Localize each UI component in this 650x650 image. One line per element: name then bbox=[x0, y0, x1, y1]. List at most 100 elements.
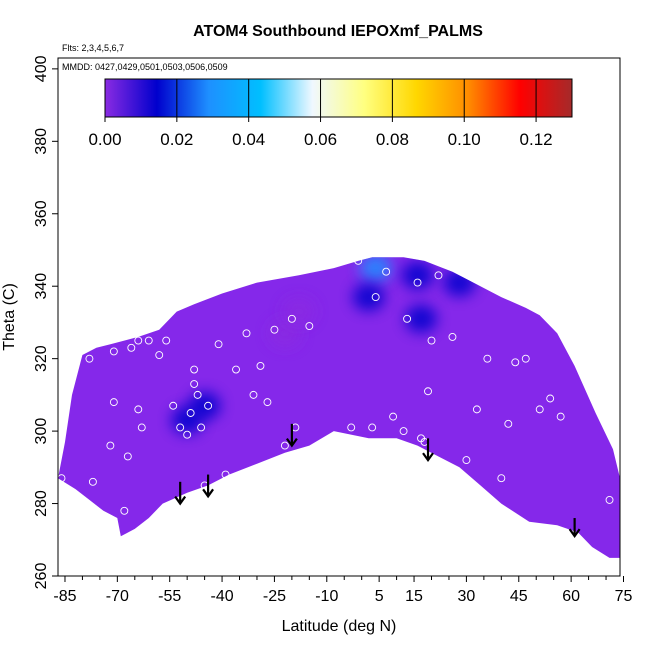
x-tick-label: -10 bbox=[315, 588, 338, 605]
sample-point bbox=[58, 474, 66, 483]
x-tick-label: -25 bbox=[263, 588, 286, 605]
sample-point bbox=[204, 401, 213, 410]
sample-point bbox=[109, 347, 118, 356]
high-region bbox=[268, 319, 301, 348]
colorbar: MMDD: 0427,0429,0501,0503,0506,0509 0.00… bbox=[60, 59, 573, 149]
sample-point bbox=[413, 278, 422, 287]
x-tick-label: 5 bbox=[375, 588, 384, 605]
sample-point bbox=[137, 423, 146, 432]
sample-point bbox=[347, 423, 356, 432]
sample-point bbox=[127, 329, 136, 338]
sample-point bbox=[186, 409, 195, 417]
colorbar-tick-label: 0.08 bbox=[376, 130, 409, 149]
high-region bbox=[401, 261, 434, 290]
colorbar-gradient bbox=[104, 78, 573, 118]
sample-point bbox=[256, 361, 265, 370]
x-tick-label: -40 bbox=[210, 588, 233, 605]
sample-point bbox=[521, 354, 530, 363]
x-tick-label: 60 bbox=[562, 588, 580, 605]
sample-point bbox=[354, 256, 363, 265]
sample-point bbox=[305, 322, 314, 331]
y-tick-label: 380 bbox=[33, 128, 50, 155]
sample-point bbox=[242, 329, 251, 338]
sample-point bbox=[504, 419, 513, 428]
sample-point bbox=[162, 336, 171, 345]
sample-point bbox=[106, 441, 115, 450]
descent-arrow bbox=[422, 438, 434, 462]
sample-point bbox=[368, 423, 377, 432]
sample-point bbox=[232, 365, 240, 374]
sample-point bbox=[176, 423, 185, 432]
x-tick-label: -70 bbox=[106, 588, 129, 605]
y-tick-label: 280 bbox=[33, 490, 50, 517]
sample-point bbox=[511, 358, 520, 367]
x-tick-label: 45 bbox=[510, 588, 528, 605]
dates-note: MMDD: 0427,0429,0501,0503,0506,0509 bbox=[62, 62, 228, 72]
sample-point bbox=[249, 390, 258, 399]
sample-point bbox=[518, 524, 527, 533]
sample-point bbox=[434, 271, 443, 280]
sample-point bbox=[399, 427, 408, 436]
y-tick-label: 400 bbox=[33, 55, 50, 82]
colorbar-tick-label: 0.10 bbox=[448, 130, 481, 149]
sample-point bbox=[190, 365, 199, 374]
sample-point bbox=[424, 387, 432, 396]
sample-point bbox=[605, 495, 614, 504]
sample-point bbox=[169, 401, 178, 410]
flights-note: Flts: 2,3,4,5,6,7 bbox=[62, 43, 124, 53]
x-axis-label: Latitude (deg N) bbox=[282, 618, 397, 635]
plot-frame bbox=[57, 57, 621, 577]
sample-point bbox=[183, 430, 192, 439]
sample-point bbox=[280, 441, 289, 450]
sample-point bbox=[155, 351, 164, 359]
sample-point bbox=[371, 293, 380, 302]
sample-point bbox=[134, 405, 143, 414]
sample-point bbox=[539, 307, 548, 316]
x-tick-label: -55 bbox=[158, 588, 181, 605]
colorbar-tick-label: 0.04 bbox=[232, 130, 265, 149]
sample-point bbox=[134, 336, 143, 345]
x-tick-label: -85 bbox=[53, 588, 76, 605]
sample-point bbox=[546, 394, 555, 403]
sample-point bbox=[382, 267, 391, 276]
sample-point bbox=[85, 354, 94, 363]
sample-point bbox=[497, 474, 506, 483]
sample-point bbox=[389, 412, 398, 421]
high-region bbox=[443, 268, 476, 297]
colorbar-tick-label: 0.02 bbox=[160, 130, 193, 149]
x-tick-label: 15 bbox=[405, 588, 423, 605]
sample-point bbox=[123, 452, 132, 461]
sample-point bbox=[214, 340, 223, 349]
sample-point bbox=[197, 423, 206, 432]
high-region bbox=[171, 406, 204, 435]
chart-title: ATOM4 Southbound IEPOXmf_PALMS bbox=[193, 23, 483, 40]
y-tick-label: 340 bbox=[33, 273, 50, 300]
sample-point bbox=[120, 506, 129, 515]
sample-point bbox=[483, 354, 492, 363]
y-tick-label: 300 bbox=[33, 418, 50, 445]
descent-arrow bbox=[174, 481, 187, 506]
sample-point bbox=[190, 380, 199, 388]
sample-point bbox=[427, 336, 436, 345]
high-region bbox=[405, 304, 438, 333]
high-region bbox=[359, 257, 392, 283]
y-tick-label: 360 bbox=[33, 200, 50, 227]
sample-point bbox=[88, 477, 97, 486]
descent-arrow bbox=[568, 518, 581, 539]
high-region bbox=[282, 297, 315, 326]
sample-point bbox=[462, 456, 471, 465]
y-tick-label: 260 bbox=[33, 563, 50, 590]
sample-point bbox=[127, 343, 136, 352]
sample-point bbox=[556, 528, 565, 537]
sample-point bbox=[263, 398, 272, 407]
y-tick-label: 320 bbox=[33, 345, 50, 372]
sample-point bbox=[109, 398, 118, 407]
sample-point bbox=[361, 249, 370, 258]
y-axis-label: Theta (C) bbox=[1, 283, 18, 351]
sample-point bbox=[448, 332, 457, 341]
sample-point bbox=[556, 412, 565, 421]
high-region bbox=[352, 283, 385, 312]
sample-point bbox=[273, 459, 282, 468]
x-tick-label: 75 bbox=[615, 588, 633, 605]
